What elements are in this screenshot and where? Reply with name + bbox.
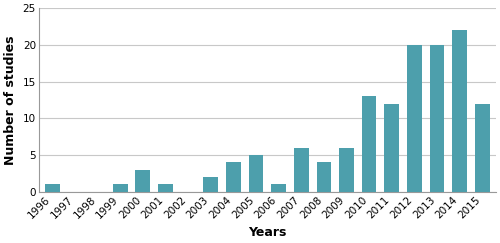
Bar	[316, 162, 331, 192]
Bar	[45, 184, 60, 192]
Bar	[294, 148, 308, 192]
Bar	[475, 104, 490, 192]
Bar	[407, 45, 422, 192]
Bar	[226, 162, 240, 192]
Bar	[204, 177, 218, 192]
Bar	[272, 184, 286, 192]
Bar	[430, 45, 444, 192]
Y-axis label: Number of studies: Number of studies	[4, 35, 17, 165]
Bar	[339, 148, 354, 192]
Bar	[158, 184, 173, 192]
Bar	[136, 170, 150, 192]
Bar	[113, 184, 128, 192]
Bar	[452, 30, 467, 192]
Bar	[384, 104, 399, 192]
X-axis label: Years: Years	[248, 226, 286, 239]
Bar	[362, 96, 376, 192]
Bar	[248, 155, 264, 192]
